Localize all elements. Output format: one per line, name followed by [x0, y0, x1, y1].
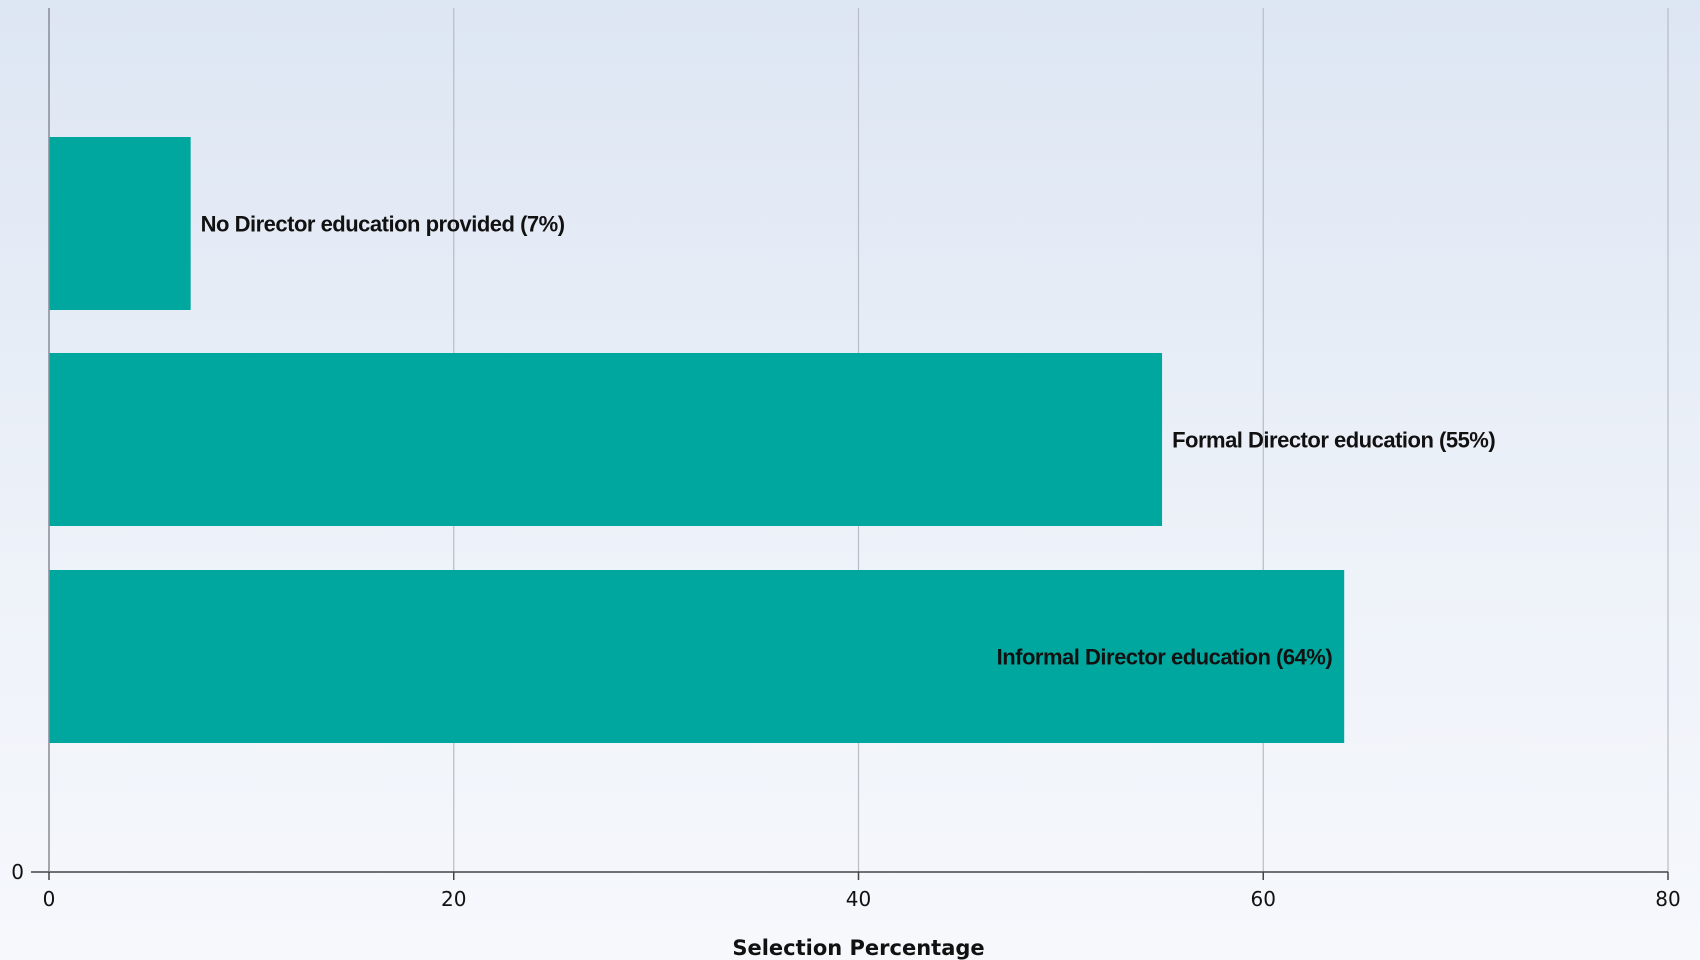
bar [49, 570, 1345, 743]
bar-data-label: No Director education provided (7%) [201, 212, 565, 237]
x-tick-label: 60 [1251, 887, 1276, 911]
y-tick-label: 0 [11, 860, 24, 884]
bar-labels: No Director education provided (7%) Forma… [201, 212, 1496, 670]
x-tick-label: 0 [43, 887, 56, 911]
x-tick-label: 20 [441, 887, 466, 911]
bar [49, 353, 1163, 526]
bar [49, 137, 191, 310]
bars [49, 137, 1345, 743]
bar-data-label: Informal Director education (64%) [997, 645, 1333, 670]
x-axis-title: Selection Percentage [732, 936, 984, 960]
x-tick-label: 80 [1655, 887, 1680, 911]
bar-data-label: Formal Director education (55%) [1172, 428, 1495, 453]
x-tick-label: 40 [846, 887, 871, 911]
x-ticks: 0 20 40 60 80 [43, 872, 1681, 911]
